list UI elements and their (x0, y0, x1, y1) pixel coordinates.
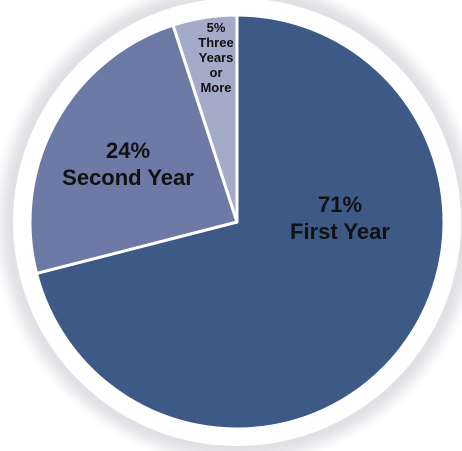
slice-label-line: 71% (318, 192, 362, 217)
slice-label-1: 71% First Year (290, 192, 390, 244)
slice-label-line: More (200, 80, 231, 95)
pie-slice-3 (171, 13, 239, 224)
slice-label-line: 5% (207, 20, 226, 35)
slice-label-line: or (210, 65, 223, 80)
slice-label-line: Years (199, 50, 234, 65)
slice-label-line: Three (198, 35, 233, 50)
slice-label-line: 24% (106, 138, 150, 163)
pie-slice-2 (28, 23, 239, 275)
pie-slices (28, 13, 446, 431)
slice-label-line: First Year (290, 219, 390, 244)
slice-label-line: Second Year (62, 165, 194, 190)
pie-slice-1 (35, 13, 446, 431)
slice-label-3: 5% Three Years or More (198, 20, 233, 95)
pie-labels: 71% First Year 24% Second Year 5% Three Years o… (62, 20, 390, 244)
slice-label-2: 24% Second Year (62, 138, 194, 190)
